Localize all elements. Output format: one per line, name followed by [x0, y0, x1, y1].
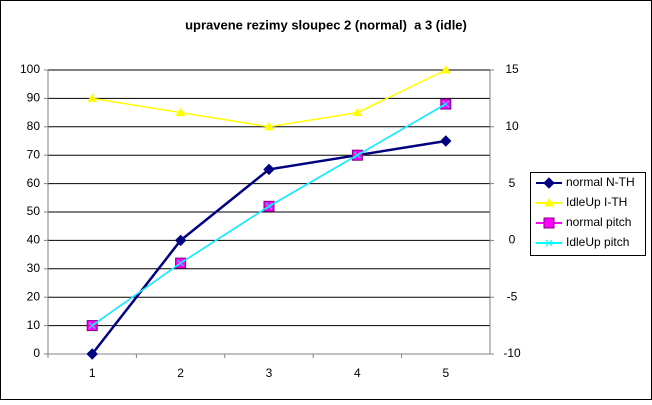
chart-title: upravene rezimy sloupec 2 (normal) a 3 (…	[185, 17, 467, 32]
y-tick-label: 60	[27, 176, 41, 190]
marker	[543, 177, 555, 189]
y2-tick-label: 5	[509, 176, 516, 190]
y-tick-label: 50	[27, 204, 41, 218]
marker	[265, 202, 273, 210]
marker	[544, 197, 554, 207]
y-tick-label: 30	[27, 261, 41, 275]
legend-label: IdleUp I-TH	[566, 195, 627, 209]
marker	[352, 107, 363, 117]
marker	[543, 217, 555, 229]
y-tick-label: 20	[27, 289, 41, 303]
marker	[177, 259, 184, 267]
marker	[264, 121, 274, 131]
marker	[354, 151, 361, 159]
x-tick-label: 1	[89, 366, 96, 380]
legend-label: normal pitch	[566, 215, 631, 229]
y-tick-label: 40	[27, 233, 41, 247]
marker	[174, 234, 187, 247]
marker	[440, 64, 451, 74]
x-tick-label: 2	[177, 366, 184, 380]
marker	[87, 93, 98, 102]
marker	[442, 100, 450, 108]
marker	[175, 107, 186, 117]
x-tick-label: 5	[442, 366, 449, 380]
y2-tick-label: -5	[507, 289, 518, 303]
y-tick-label: 10	[27, 318, 41, 332]
legend-label: IdleUp pitch	[566, 235, 629, 249]
y2-tick-label: 10	[505, 119, 519, 133]
marker	[86, 348, 98, 360]
y2-tick-label: 0	[509, 233, 516, 247]
y-tick-label: 100	[20, 62, 40, 76]
marker	[440, 135, 452, 147]
y-tick-label: 0	[33, 346, 40, 360]
y2-tick-label: 15	[505, 62, 519, 76]
legend-label: normal N-TH	[566, 175, 635, 189]
x-tick-label: 3	[266, 366, 273, 380]
y-tick-label: 80	[27, 119, 41, 133]
marker	[88, 322, 96, 329]
y-tick-label: 70	[27, 147, 41, 161]
y-tick-label: 90	[27, 91, 41, 105]
x-tick-label: 4	[354, 366, 361, 380]
marker	[263, 163, 275, 176]
y2-tick-label: -10	[503, 346, 521, 360]
marker	[545, 239, 553, 247]
